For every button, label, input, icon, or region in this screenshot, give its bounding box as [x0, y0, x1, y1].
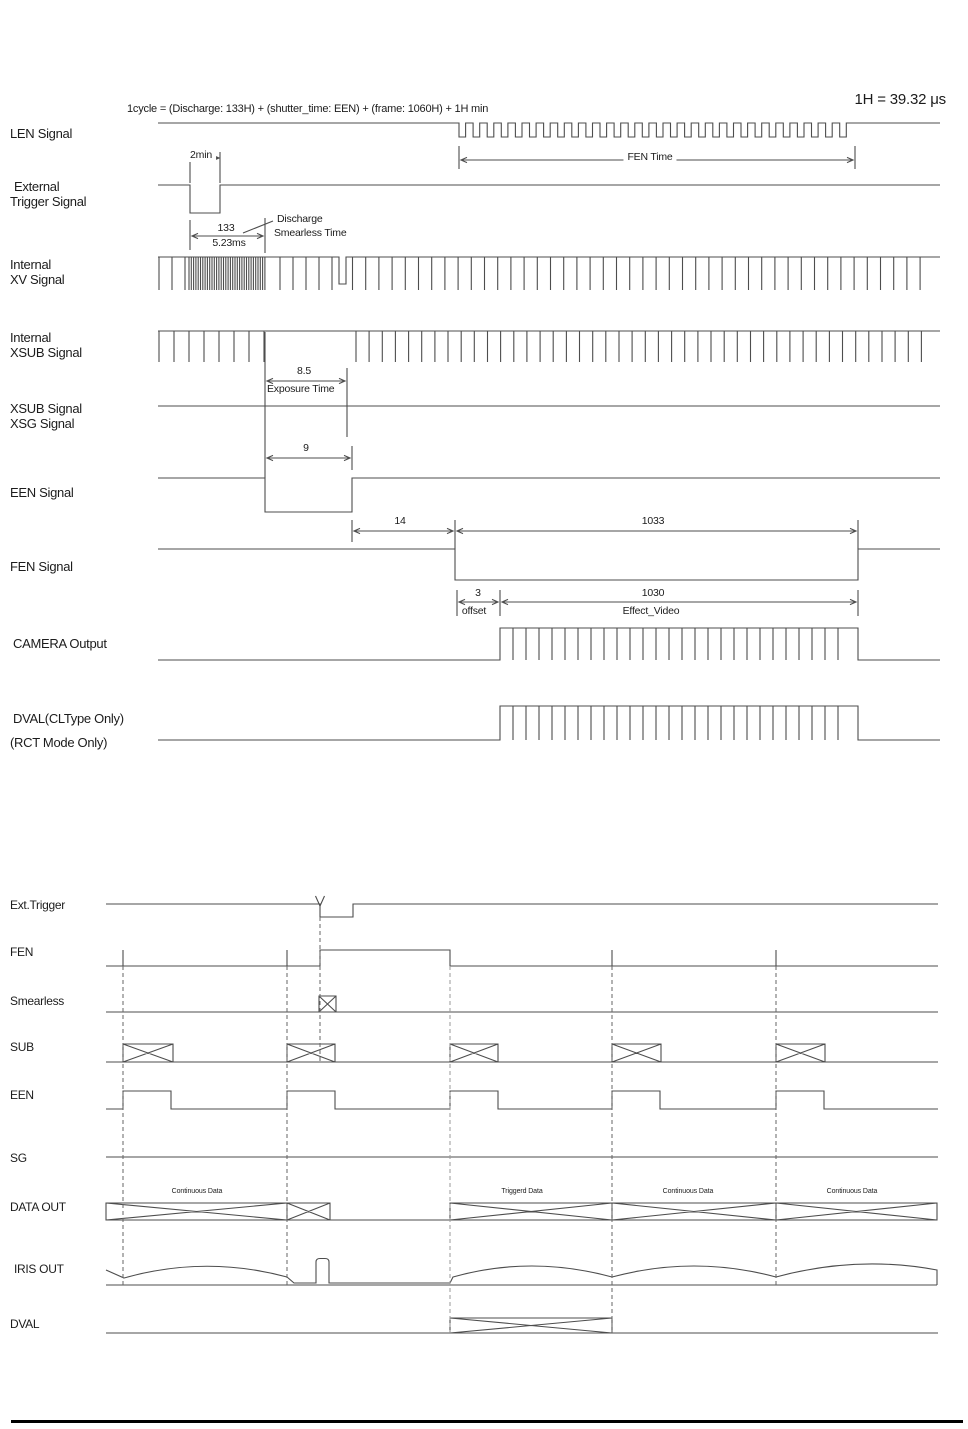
sub-sg-dimension [265, 446, 353, 470]
bt-fen-frame-ticks [122, 950, 777, 966]
bt-data-out-bus [105, 1202, 938, 1221]
bus-label-continuous-2: Continuous Data [662, 1188, 714, 1195]
internal-xsub-ticks [158, 331, 922, 362]
label-een-signal: EEN Signal [10, 485, 74, 500]
bus-label-continuous-1: Continuous Data [171, 1188, 223, 1195]
internal-xv-ticks [158, 257, 921, 290]
label-internal-xsub-2: XSUB Signal [10, 345, 82, 360]
dim-exposure-value: 8.5 [297, 365, 311, 377]
label-bt-sub: SUB [10, 1040, 34, 1054]
label-bt-iris-out: IRIS OUT [14, 1262, 64, 1276]
dim-discharge-h: 133 [217, 222, 235, 234]
label-dval-1: DVAL(CLType Only) [13, 711, 124, 726]
bt-fen-wave [106, 949, 938, 967]
label-xsub-signal: XSUB Signal [10, 401, 82, 416]
dim-delay: 14 [394, 515, 406, 527]
bt-ext-trigger-wave [106, 903, 938, 918]
dim-fen-time: FEN Time [623, 151, 677, 164]
label-ext-trigger-2: Trigger Signal [10, 194, 87, 209]
label-bt-data-out: DATA OUT [10, 1200, 66, 1214]
len-signal-wave [158, 122, 940, 138]
cycle-formula: 1cycle = (Discharge: 133H) + (shutter_ti… [127, 103, 489, 115]
dim-video-width: 1030 [641, 587, 665, 599]
label-internal-xv-1: Internal [10, 257, 51, 272]
internal-xv-wave [158, 256, 940, 285]
camera-output-ticks [512, 628, 839, 660]
offset-video-dimension [456, 590, 859, 616]
label-bt-ext-trigger: Ext.Trigger [10, 898, 65, 912]
label-len-signal: LEN Signal [10, 126, 73, 141]
dim-discharge-ms: 5.23ms [212, 237, 246, 249]
exposure-dimension [264, 332, 348, 478]
bt-iris-wave [105, 1257, 938, 1285]
dval-wave [158, 705, 940, 741]
dim-sub-to-sg: 9 [303, 442, 309, 454]
h-period-label: 1H = 39.32 μs [854, 91, 946, 108]
label-camera-output: CAMERA Output [13, 636, 107, 651]
dim-offset-value: 3 [475, 587, 481, 599]
label-xsg-signal: XSG Signal [10, 416, 75, 431]
bus-label-triggered: Triggerd Data [501, 1188, 543, 1195]
trigger-min-dimension [189, 152, 221, 183]
bt-sub-boxes [122, 1043, 826, 1063]
footer-rule [11, 1420, 963, 1423]
label-dval-2: (RCT Mode Only) [10, 735, 108, 750]
label-internal-xsub-1: Internal [10, 330, 51, 345]
ext-trigger-wave [158, 184, 940, 214]
dim-discharge-label-1: Discharge [277, 213, 323, 225]
een-signal-wave [158, 477, 940, 513]
bus-label-continuous-3: Continuous Data [826, 1188, 878, 1195]
label-fen-signal: FEN Signal [10, 559, 73, 574]
dim-discharge-label-2: Smearless Time [274, 227, 347, 239]
bt-een-wave [106, 1090, 938, 1110]
dim-offset-label: offset [461, 605, 487, 617]
dim-video-label: Effect_Video [622, 605, 680, 617]
label-bt-sg: SG [10, 1151, 27, 1165]
dim-fen-low-width: 1033 [641, 515, 665, 527]
label-bt-een: EEN [10, 1088, 34, 1102]
dim-exposure-label: Exposure Time [267, 383, 335, 395]
bt-dashed-frame-lines [122, 917, 777, 1333]
bt-dval-bus [449, 1317, 613, 1334]
label-bt-smearless: Smearless [10, 994, 64, 1008]
bt-smearless-box [318, 995, 337, 1013]
fen-delay-dimension [351, 520, 859, 549]
dval-ticks [512, 706, 839, 740]
label-bt-dval: DVAL [10, 1317, 40, 1331]
fen-signal-wave [158, 548, 940, 581]
label-internal-xv-2: XV Signal [10, 272, 65, 287]
label-bt-fen: FEN [10, 945, 34, 959]
label-ext-trigger-1: External [14, 179, 60, 194]
dim-trigger-min: 2min [186, 149, 216, 162]
discharge-dimension [189, 218, 274, 253]
camera-output-wave [158, 627, 940, 661]
bt-trigger-arrow [314, 895, 326, 908]
